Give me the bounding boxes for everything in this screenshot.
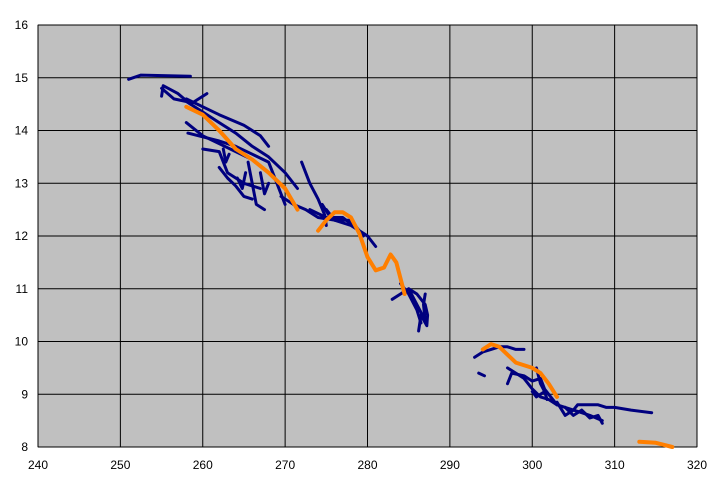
series-0-trace xyxy=(217,165,254,201)
series-0-trace xyxy=(530,390,549,401)
x-tick-label: 250 xyxy=(110,458,130,472)
series-0-trace xyxy=(201,147,262,190)
series-0-trace xyxy=(320,202,331,217)
series-0-trace xyxy=(506,371,559,407)
y-tick-label: 9 xyxy=(21,387,28,401)
data-series xyxy=(127,73,675,449)
series-0-trace xyxy=(563,405,604,425)
x-tick-label: 270 xyxy=(275,458,295,472)
y-tick-label: 13 xyxy=(15,176,29,190)
series-1 xyxy=(184,104,675,449)
x-tick-label: 300 xyxy=(522,458,542,472)
y-tick-label: 16 xyxy=(15,18,29,32)
x-tick-label: 320 xyxy=(687,458,707,472)
x-tick-label: 280 xyxy=(357,458,377,472)
series-1-trace xyxy=(184,104,300,212)
series-0-trace xyxy=(160,86,299,190)
y-tick-label: 14 xyxy=(15,124,29,138)
x-tick-label: 290 xyxy=(440,458,460,472)
series-0-trace xyxy=(235,171,248,190)
series-0-trace xyxy=(477,371,486,378)
series-1-trace xyxy=(316,210,407,296)
y-tick-label: 11 xyxy=(16,282,29,296)
series-0-trace xyxy=(127,73,192,81)
y-tick-label: 8 xyxy=(21,440,28,454)
series-0-trace xyxy=(258,171,271,196)
y-tick-label: 12 xyxy=(15,229,29,243)
y-tick-label: 15 xyxy=(15,71,29,85)
y-axis-tick-labels: 8 9 10 11 12 13 14 15 16 xyxy=(15,18,29,454)
series-0-trace xyxy=(407,287,427,322)
series-0-trace xyxy=(221,147,231,164)
y-tick-label: 10 xyxy=(15,335,29,349)
series-1-trace xyxy=(480,342,559,399)
x-tick-label: 240 xyxy=(28,458,48,472)
series-0-trace xyxy=(246,160,266,212)
x-axis-tick-labels: 240 250 260 270 280 290 300 310 320 xyxy=(28,458,707,472)
series-1-trace xyxy=(637,439,675,449)
x-tick-label: 260 xyxy=(193,458,213,472)
series-0-trace xyxy=(184,97,271,148)
x-tick-label: 310 xyxy=(605,458,625,472)
series-0 xyxy=(127,73,654,425)
gridlines xyxy=(37,24,698,448)
